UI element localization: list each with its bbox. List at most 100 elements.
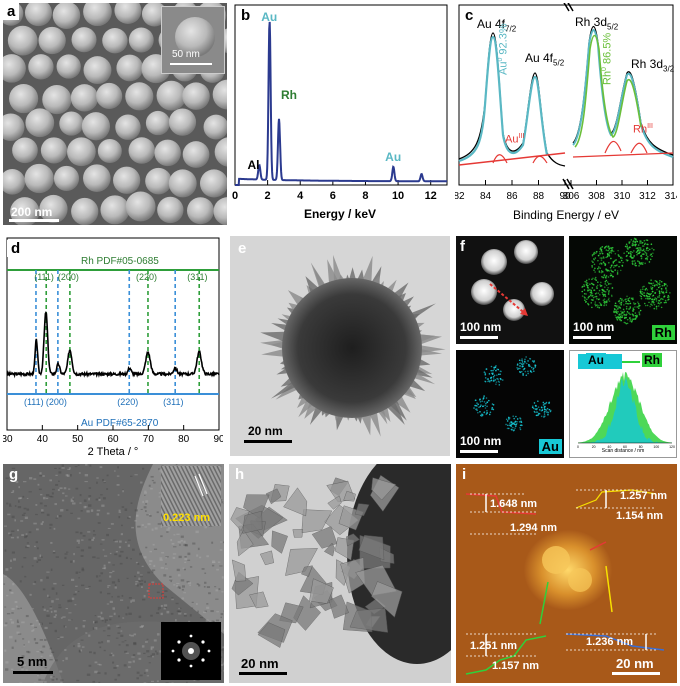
sem-particle: [125, 82, 154, 111]
panel-label-g: g: [9, 466, 19, 483]
panel-g-hrtem-image: 0.223 nm g 5 nm: [3, 464, 224, 683]
fft-inset: [161, 622, 221, 680]
panel-d-xrd-chart: 30 40 50 60 70 80 90 d Rh PDF#05-0685 Au PDF#6…: [3, 236, 223, 458]
au-hkl-label: (111): [23, 397, 44, 407]
au-hkl-label: (220): [117, 397, 139, 407]
afm-height-5: 1.251 nm: [470, 640, 518, 652]
c-x-tick-label: 310: [614, 191, 631, 202]
afm-height-7: 1.236 nm: [586, 636, 634, 648]
afm-height-1: 1.648 nm: [490, 498, 538, 510]
panel-label-h: h: [235, 466, 245, 483]
c-label-au4f52: Au 4f5/2: [525, 51, 565, 68]
scalebar-h-label: 20 nm: [241, 656, 279, 671]
c-x-tick-label: 314: [665, 191, 677, 202]
sem-particle: [128, 137, 155, 164]
sem-particle: [182, 82, 210, 110]
f-x-tick-label: 80: [639, 445, 643, 449]
c-x-tick-label: 90: [559, 191, 571, 202]
afm-height-2: 1.294 nm: [510, 522, 558, 534]
panel-a-sem-image: 50 nm a 200 nm: [3, 3, 227, 225]
b-x-tick-label: 4: [297, 190, 304, 202]
afm-height-3: 1.257 nm: [620, 490, 668, 502]
sem-particle: [70, 84, 99, 112]
sem-particle: [83, 164, 111, 192]
eds-peak-label: Au: [261, 10, 277, 24]
sem-particle: [213, 197, 227, 225]
au-map: 100 nm Au: [456, 350, 564, 458]
scalebar-f3-label: 100 nm: [460, 434, 502, 448]
sem-particle: [186, 197, 215, 225]
panel-e-tem-image: e 20 nm: [230, 236, 450, 456]
b-x-tick-label: 12: [425, 190, 437, 202]
eds-peak-label: Al: [247, 158, 259, 172]
sem-particle: [96, 82, 123, 110]
eds-spectrum: 0 2 4 6 8 10 12 Au Rh Al Au: [232, 4, 448, 202]
f-x-tick-label: 120: [669, 445, 675, 449]
sem-particle: [52, 3, 81, 30]
panel-b-eds-chart: 0 2 4 6 8 10 12 Au Rh Al Au b Energy / keV: [229, 3, 451, 225]
inset-scalebar-label: 50 nm: [172, 49, 200, 60]
f-x-tick-label: 0: [577, 445, 579, 449]
d-rh-reference: Rh PDF#05-0685: [81, 256, 159, 267]
d-x-axis-label: 2 Theta / °: [87, 446, 139, 458]
sem-particle: [115, 114, 141, 140]
sem-particle: [203, 114, 227, 140]
d-x-tick-label: 80: [178, 434, 190, 445]
sem-particle: [168, 169, 197, 198]
f-x-tick-label: 100: [653, 445, 659, 449]
sem-particle: [113, 166, 141, 194]
panel-f-eds-maps: f 100 nm 100 nm Rh 100 nm Au 0 20 40 60 80 10…: [456, 236, 677, 458]
eds-peak-label: Rh: [281, 88, 297, 102]
sem-particle: [12, 137, 38, 164]
sem-particle: [7, 25, 38, 56]
sem-particle: [3, 169, 26, 195]
c-x-tick-label: 84: [480, 191, 492, 202]
legend-au-label: Au: [586, 353, 606, 367]
sem-particle: [83, 56, 112, 85]
sem-particle: [116, 54, 144, 82]
b-x-tick-label: 10: [392, 190, 404, 202]
b-x-tick-label: 0: [232, 190, 238, 202]
f-x-tick-label: 20: [592, 445, 596, 449]
panel-label-a: a: [3, 3, 20, 20]
sem-particle: [168, 108, 197, 136]
eds-spectrum-line: [235, 21, 447, 186]
sem-particle: [9, 84, 39, 114]
xrd-pattern-line: [6, 310, 220, 379]
sem-particle: [182, 141, 210, 168]
b-x-tick-label: 8: [362, 190, 368, 202]
sem-particle: [56, 54, 81, 79]
sem-particle: [39, 194, 68, 224]
c-label-rh3d32: Rh 3d3/2: [631, 57, 675, 74]
d-x-tick-label: 30: [3, 434, 13, 445]
au-map-label: Au: [538, 439, 562, 454]
c-x-tick-label: 88: [533, 191, 545, 202]
sem-particle: [97, 138, 122, 163]
rh-hkl-label: (220): [135, 272, 157, 282]
sem-particle: [100, 195, 130, 225]
c-label-au0: Au0 92.3%: [497, 23, 510, 75]
rh-map-label: Rh: [651, 325, 675, 340]
sem-particle: [25, 108, 55, 138]
sem-particle: [24, 163, 54, 194]
sem-particle: [59, 111, 84, 136]
haadf-image: f 100 nm: [456, 236, 564, 344]
sem-particle: [71, 197, 99, 225]
b-x-tick-label: 2: [265, 190, 271, 202]
b-x-tick-label: 6: [330, 190, 336, 202]
c-label-rh3: RhIII: [633, 123, 653, 136]
sem-inset: 50 nm: [161, 6, 225, 74]
sem-particle: [154, 139, 181, 167]
c-x-tick-label: 306: [563, 191, 580, 202]
c-label-rh0: Rh0 86.5%: [601, 32, 614, 85]
rh-hkl-label: (311): [187, 272, 208, 282]
sem-particle: [102, 27, 128, 54]
panel-label-f: f: [460, 238, 465, 255]
d-x-tick-label: 50: [72, 434, 84, 445]
scalebar-a-label: 200 nm: [11, 205, 53, 219]
sem-particle: [40, 137, 67, 164]
sem-particle: [67, 137, 96, 167]
sem-particle: [145, 110, 171, 136]
scalebar-e-label: 20 nm: [248, 424, 283, 438]
